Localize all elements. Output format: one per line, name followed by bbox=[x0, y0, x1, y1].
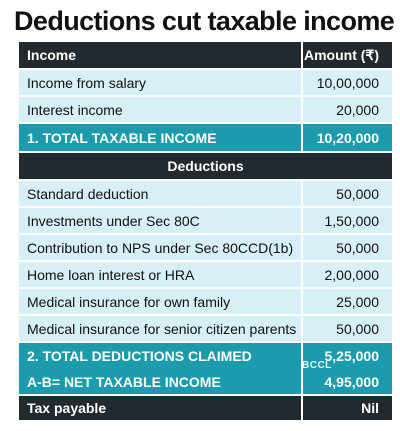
row-label: Interest income bbox=[27, 101, 123, 118]
total-taxable-amount: 10,20,000 bbox=[316, 129, 379, 146]
row-amount: 25,000 bbox=[336, 293, 379, 310]
row-label: Income from salary bbox=[27, 74, 147, 91]
row-amount: 10,00,000 bbox=[316, 74, 379, 91]
row-label: Home loan interest or HRA bbox=[27, 266, 195, 283]
row-label: Medical insurance for own family bbox=[27, 293, 231, 310]
net-taxable-row: A-B= NET TAXABLE INCOME 4,95,000 bbox=[19, 369, 392, 394]
bccl-watermark: BCCL bbox=[302, 360, 332, 371]
table-row: Home loan interest or HRA 2,00,000 bbox=[19, 262, 392, 287]
total-deductions-row: 2. TOTAL DEDUCTIONS CLAIMED 5,25,000 bbox=[19, 343, 392, 369]
deductions-header-row: Deductions bbox=[19, 153, 392, 179]
total-taxable-label: 1. TOTAL TAXABLE INCOME bbox=[27, 129, 217, 146]
row-amount: 1,50,000 bbox=[324, 212, 380, 229]
tax-table: Income Amount (₹) Income from salary 10,… bbox=[19, 42, 392, 420]
table-row: Medical insurance for own family 25,000 bbox=[19, 289, 392, 314]
net-taxable-amount: 4,95,000 bbox=[324, 373, 380, 390]
table-row: Interest income 20,000 bbox=[19, 97, 392, 122]
row-amount: 2,00,000 bbox=[324, 266, 380, 283]
total-deductions-label: 2. TOTAL DEDUCTIONS CLAIMED bbox=[27, 348, 252, 364]
page-title: Deductions cut taxable income bbox=[14, 6, 395, 36]
row-label: Medical insurance for senior citizen par… bbox=[27, 320, 297, 337]
row-label: Contribution to NPS under Sec 80CCD(1b) bbox=[27, 239, 294, 256]
table-row: Standard deduction 50,000 bbox=[19, 181, 392, 206]
tax-payable-row: Tax payable Nil bbox=[19, 396, 392, 420]
tax-payable-label: Tax payable bbox=[27, 400, 107, 416]
row-label: Investments under Sec 80C bbox=[27, 212, 200, 229]
header-amount: Amount (₹) bbox=[304, 46, 379, 63]
row-amount: 50,000 bbox=[336, 185, 379, 202]
table-row: Medical insurance for senior citizen par… bbox=[19, 316, 392, 341]
row-amount: 20,000 bbox=[336, 101, 379, 118]
tax-payable-amount: Nil bbox=[361, 400, 379, 416]
deductions-header: Deductions bbox=[167, 158, 244, 174]
table-row: Investments under Sec 80C 1,50,000 bbox=[19, 208, 392, 233]
row-label: Standard deduction bbox=[27, 185, 149, 202]
total-deductions-amount: 5,25,000 bbox=[324, 348, 380, 364]
row-amount: 50,000 bbox=[336, 320, 379, 337]
table-row: Contribution to NPS under Sec 80CCD(1b) … bbox=[19, 235, 392, 260]
table-header-row: Income Amount (₹) bbox=[19, 42, 392, 68]
table-row: Income from salary 10,00,000 bbox=[19, 70, 392, 95]
net-taxable-label: A-B= NET TAXABLE INCOME bbox=[27, 373, 221, 390]
header-income: Income bbox=[27, 47, 77, 63]
row-amount: 50,000 bbox=[336, 239, 379, 256]
total-taxable-row: 1. TOTAL TAXABLE INCOME 10,20,000 bbox=[19, 124, 392, 151]
